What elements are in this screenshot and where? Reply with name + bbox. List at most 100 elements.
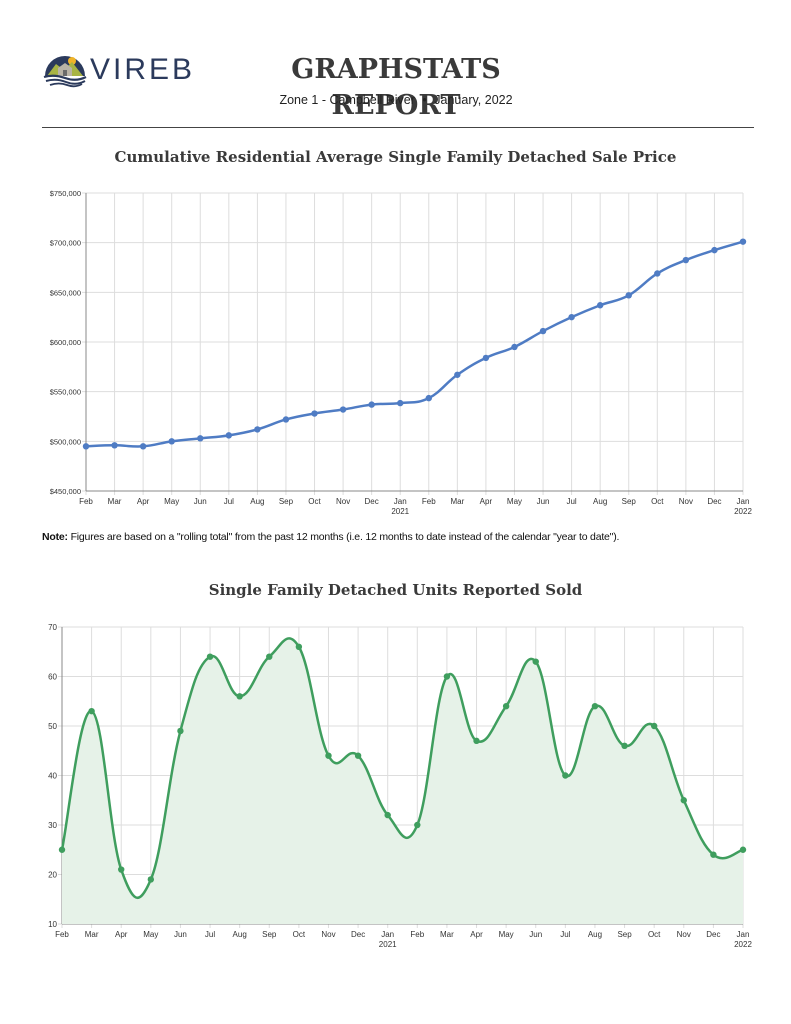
x-tick-label: Nov <box>321 930 335 939</box>
x-tick-label: Dec <box>351 930 365 939</box>
x-tick-label: Dec <box>707 497 721 506</box>
x-tick-label: May <box>164 497 179 506</box>
zone-label: Zone 1 - Campbell River <box>279 93 415 107</box>
x-tick-label: Mar <box>108 497 122 506</box>
report-title: GRAPHSTATS REPORT <box>291 54 501 121</box>
data-point <box>710 851 717 858</box>
x-tick-label: Feb <box>55 930 69 939</box>
area-fill <box>62 638 743 924</box>
x-tick-label: Mar <box>85 930 99 939</box>
data-point <box>502 703 510 710</box>
x-tick-label: Nov <box>336 497 350 506</box>
x-tick-label: May <box>499 930 514 939</box>
x-tick-label: Feb <box>79 497 93 506</box>
data-point <box>88 707 95 715</box>
data-point <box>397 399 404 407</box>
y-tick-label: 70 <box>48 623 57 632</box>
y-tick-label: 60 <box>48 673 57 682</box>
data-point <box>58 846 66 853</box>
x-tick-label: Mar <box>450 497 464 506</box>
y-tick-label: $600,000 <box>50 338 81 347</box>
x-tick-label: Jul <box>566 497 576 506</box>
x-tick-label: Jan <box>737 930 750 939</box>
data-point <box>147 876 155 883</box>
data-point <box>236 693 243 700</box>
data-point <box>739 238 747 245</box>
data-point <box>443 673 451 680</box>
data-point <box>562 772 569 779</box>
data-point <box>473 737 480 745</box>
x-tick-label: Jun <box>194 497 207 506</box>
x-tick-label: Dec <box>365 497 379 506</box>
price-line-chart: $450,000 $500,000 $550,000 $600,000 $650,000… <box>50 189 753 516</box>
data-point <box>295 643 303 650</box>
data-point <box>596 302 604 309</box>
y-tick-label: 50 <box>48 722 57 731</box>
data-point <box>532 658 539 665</box>
note-label: Note: <box>42 531 68 543</box>
y-tick-label: 40 <box>48 772 57 781</box>
data-point <box>568 313 575 321</box>
x-tick-label: Mar <box>440 930 454 939</box>
logo-wordmark: VIREB <box>90 53 196 86</box>
x-tick-label: Jun <box>537 497 550 506</box>
y-tick-label: 20 <box>48 871 57 880</box>
data-point <box>325 752 332 759</box>
x-tick-label: Apr <box>480 497 493 506</box>
data-point <box>454 371 461 378</box>
y-tick-label: $450,000 <box>50 487 81 496</box>
data-point <box>414 821 421 829</box>
report-subtitle: Zone 1 - Campbell River • January, 2022 <box>240 93 552 107</box>
data-point <box>311 410 318 417</box>
data-point <box>339 406 347 413</box>
header-divider <box>42 127 754 128</box>
note-text: Figures are based on a "rolling total" f… <box>70 531 620 543</box>
series-line <box>60 637 744 900</box>
x-tick-label: Apr <box>137 497 150 506</box>
units-chart-title: Single Family Detached Units Reported So… <box>208 581 583 599</box>
x-tick-label: Nov <box>679 497 693 506</box>
x-tick-label: Aug <box>233 930 247 939</box>
x-tick-label: Feb <box>422 497 436 506</box>
x-tick-label: Feb <box>410 930 424 939</box>
x-tick-label: Oct <box>648 930 661 939</box>
x-tick-label: Aug <box>250 497 264 506</box>
x-year-label: 2021 <box>379 940 397 949</box>
x-tick-label: Jul <box>205 930 215 939</box>
data-point <box>650 722 658 730</box>
x-tick-label: Jul <box>224 497 234 506</box>
x-tick-label: Sep <box>262 930 277 939</box>
y-tick-label: $700,000 <box>50 239 81 248</box>
x-tick-label: May <box>507 497 522 506</box>
x-year-label: 2021 <box>391 507 409 516</box>
x-tick-label: Nov <box>677 930 691 939</box>
data-point <box>425 394 432 402</box>
y-tick-label: $750,000 <box>50 189 81 198</box>
data-point <box>591 703 599 710</box>
x-tick-label: Jun <box>529 930 542 939</box>
data-point <box>177 727 184 735</box>
x-tick-label: Dec <box>706 930 720 939</box>
x-tick-label: May <box>143 930 158 939</box>
x-tick-label: Sep <box>279 497 294 506</box>
x-tick-label: Jan <box>381 930 394 939</box>
data-point <box>739 846 747 853</box>
data-point <box>354 752 362 759</box>
data-point <box>82 443 90 450</box>
x-tick-label: Apr <box>115 930 128 939</box>
x-tick-label: Jan <box>394 497 407 506</box>
data-point <box>139 443 147 450</box>
data-point <box>266 653 273 660</box>
x-tick-label: Oct <box>293 930 306 939</box>
data-point <box>282 416 290 423</box>
data-point <box>197 435 204 442</box>
data-point <box>206 653 214 660</box>
x-tick-label: Sep <box>622 497 637 506</box>
house-waves-icon <box>43 56 87 88</box>
x-tick-label: Jan <box>737 497 750 506</box>
y-tick-label: 10 <box>48 920 57 929</box>
x-tick-label: Jul <box>560 930 570 939</box>
vireb-logo: VIREB <box>42 52 202 88</box>
y-tick-label: $500,000 <box>50 437 81 446</box>
